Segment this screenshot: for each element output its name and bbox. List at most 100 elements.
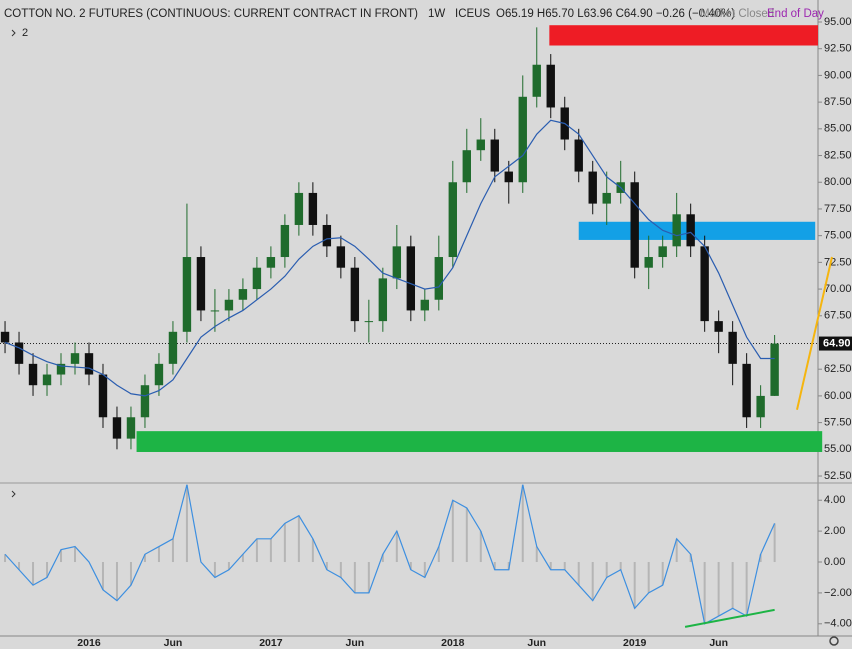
histogram-bar <box>661 562 664 586</box>
candle-body <box>658 246 667 258</box>
y-tick-label: 62.50 <box>824 363 852 375</box>
collapse-icon[interactable] <box>11 490 16 498</box>
histogram-bar <box>283 523 286 563</box>
candle-body <box>336 246 346 268</box>
candle-body <box>588 171 597 204</box>
candle-body <box>322 224 332 247</box>
histogram-bar <box>325 562 328 570</box>
data-mode: End of Day <box>767 8 824 20</box>
y-tick-label: 75.00 <box>824 230 852 242</box>
candle-body <box>434 257 444 300</box>
histogram-bar <box>773 523 776 563</box>
candle-body <box>252 267 262 290</box>
candle-body <box>364 321 374 323</box>
candle-body <box>196 257 206 311</box>
histogram-bar <box>227 562 230 570</box>
candle-body <box>728 331 737 364</box>
candle-body <box>98 374 108 418</box>
candle-body <box>238 289 248 300</box>
candle-body <box>490 139 499 172</box>
candle-body <box>602 192 611 204</box>
x-tick-label: Jun <box>709 637 728 649</box>
candle-body <box>84 353 94 375</box>
candle-body <box>546 64 555 108</box>
last-price-tag <box>819 336 852 351</box>
candle-body <box>308 192 318 225</box>
y-tick-label: 52.50 <box>824 470 852 482</box>
histogram-bar <box>241 554 244 563</box>
candle-body <box>56 363 66 375</box>
price-zone <box>578 221 816 240</box>
histogram-bar <box>619 562 622 570</box>
histogram-bar <box>633 562 636 609</box>
histogram-bar <box>143 554 146 563</box>
x-tick-label: 2016 <box>77 637 101 649</box>
histogram-bar <box>73 546 76 563</box>
candle-body <box>420 299 430 311</box>
histogram-bar <box>353 562 356 593</box>
y-tick-label: 95.00 <box>824 16 852 28</box>
candle-body <box>154 363 164 386</box>
histogram-bar <box>185 484 188 563</box>
x-tick-label: Jun <box>164 637 183 649</box>
histogram-bar <box>591 562 594 601</box>
indicator-count[interactable]: 2 <box>22 27 28 39</box>
histogram-bar <box>647 562 650 593</box>
y-tick-label: 80.00 <box>824 176 852 188</box>
histogram-bar <box>60 549 63 563</box>
candle-body <box>112 417 122 439</box>
x-tick-label: 2019 <box>623 637 647 649</box>
histogram-bar <box>18 562 21 570</box>
candle-body <box>686 214 695 247</box>
histogram-bar <box>381 554 384 563</box>
y-tick-label: 67.50 <box>824 310 852 322</box>
price-zone <box>549 25 818 46</box>
y-tick-label: 57.50 <box>824 417 852 429</box>
y-tick-label: 2.00 <box>824 525 845 537</box>
candle-body <box>448 182 457 258</box>
y-tick-label: 92.50 <box>824 43 852 55</box>
candle-body <box>70 353 80 364</box>
histogram-bar <box>213 562 216 578</box>
candle-body <box>140 385 150 418</box>
histogram-bar <box>4 554 7 563</box>
y-tick-label: 72.50 <box>824 256 852 268</box>
trend-line <box>684 608 775 628</box>
interval[interactable]: 1W <box>428 8 445 20</box>
candle-body <box>574 139 583 172</box>
histogram-bar <box>46 562 49 578</box>
candle-body <box>504 171 513 183</box>
oscillator-line <box>4 484 776 625</box>
settings-icon[interactable] <box>829 636 839 646</box>
collapse-icon[interactable] <box>11 29 16 37</box>
candle-body <box>42 374 52 386</box>
histogram-bar <box>493 562 496 570</box>
histogram-bar <box>255 538 258 563</box>
candle-body <box>406 246 416 311</box>
candle-body <box>28 363 38 386</box>
histogram-bar <box>297 515 300 563</box>
candle-body <box>770 343 779 396</box>
x-tick-label: Jun <box>346 637 365 649</box>
histogram-bar <box>703 562 706 624</box>
x-tick-label: Jun <box>527 637 546 649</box>
candle-body <box>126 417 136 439</box>
candle-body <box>350 267 360 322</box>
candle-body <box>168 331 178 364</box>
histogram-bar <box>717 562 720 617</box>
candle-body <box>644 257 653 268</box>
y-tick-label: 60.00 <box>824 390 852 402</box>
histogram-bar <box>101 562 104 590</box>
y-tick-label: 77.50 <box>824 203 852 215</box>
y-tick-label: 55.00 <box>824 443 852 455</box>
histogram-bar <box>32 562 35 586</box>
candle-body <box>378 278 388 322</box>
candle-body <box>0 331 10 343</box>
histogram-bar <box>689 554 692 563</box>
candle-body <box>294 192 304 225</box>
candle-body <box>392 246 402 279</box>
candle-body <box>224 299 234 311</box>
histogram-bar <box>129 562 132 586</box>
